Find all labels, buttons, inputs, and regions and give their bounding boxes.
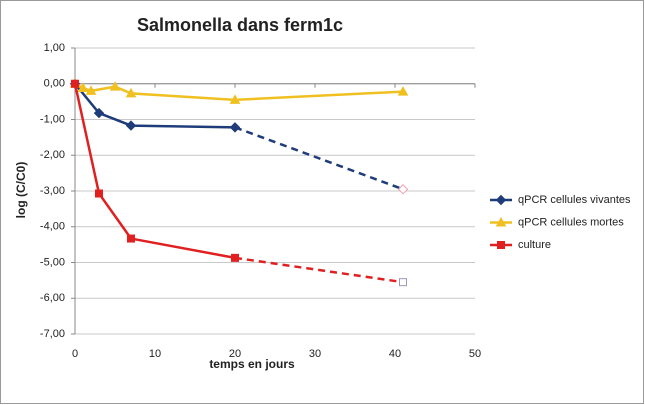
chart-title: Salmonella dans ferm1c [137, 15, 343, 35]
series-line [73, 83, 236, 260]
y-tick-label: -7,00 [40, 328, 65, 340]
series-line [74, 82, 236, 129]
data-point [127, 234, 135, 243]
x-tick-label: 10 [149, 348, 161, 360]
legend-marker [497, 241, 505, 249]
y-tick-label: -3,00 [40, 185, 65, 197]
data-point [229, 122, 241, 133]
x-tick-label: 30 [309, 348, 321, 360]
y-tick-label: 1,00 [44, 42, 65, 54]
y-tick-label: -1,00 [40, 113, 65, 125]
data-point [77, 82, 89, 93]
y-tick-label: 0,00 [44, 78, 65, 90]
data-point [399, 278, 407, 287]
data-point [397, 184, 409, 195]
x-tick-label: 20 [229, 348, 241, 360]
y-tick-label: -2,00 [40, 149, 65, 161]
legend-label: qPCR cellules mortes [518, 216, 624, 228]
data-point [125, 120, 137, 131]
x-tick-label: 40 [389, 348, 401, 360]
data-point [231, 253, 239, 262]
data-point [85, 85, 97, 95]
data-point [93, 107, 105, 119]
x-tick-label: 50 [469, 348, 481, 360]
x-axis-label: temps en jours [209, 357, 295, 371]
y-tick-label: -6,00 [40, 292, 65, 304]
data-point [229, 94, 241, 104]
extrapolation-line [234, 256, 404, 284]
data-point [71, 79, 79, 88]
data-point [95, 189, 103, 198]
y-tick-label: -4,00 [40, 221, 65, 233]
data-point [397, 86, 409, 96]
legend-label: qPCR cellules vivantes [518, 194, 631, 206]
series [71, 79, 407, 287]
x-tick-label: 0 [72, 348, 78, 360]
y-tick-label: -5,00 [40, 256, 65, 268]
data-point [125, 87, 137, 98]
legend-marker [495, 216, 507, 227]
extrapolation-line [234, 126, 404, 191]
y-axis-label: log (C/C0) [14, 162, 28, 219]
legend-marker [495, 194, 507, 206]
legend-label: culture [518, 239, 551, 251]
data-point [109, 81, 121, 91]
